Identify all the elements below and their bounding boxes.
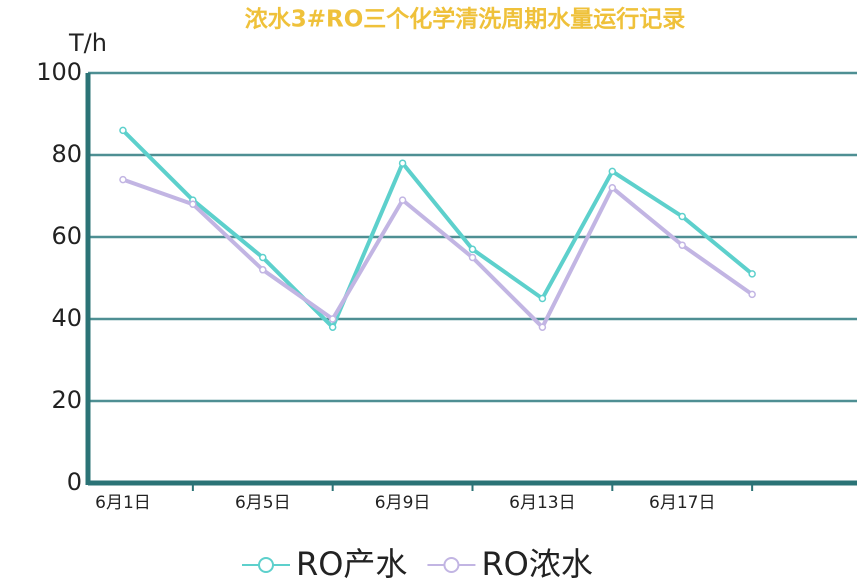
- data-point: [328, 315, 337, 323]
- data-point: [119, 126, 127, 135]
- y-tick-label: 0: [67, 468, 82, 496]
- data-point: [119, 175, 127, 184]
- y-tick-label: 20: [51, 386, 82, 414]
- data-point: [678, 241, 686, 249]
- y-tick-label: 100: [36, 58, 82, 86]
- data-point: [468, 245, 477, 254]
- series-line: [121, 128, 754, 331]
- x-tick-label: 6月1日: [95, 493, 151, 513]
- data-point: [189, 200, 197, 208]
- data-point: [678, 212, 686, 221]
- legend-label: RO产水: [296, 545, 407, 583]
- x-tick-label: 6月17日: [649, 493, 715, 513]
- legend-symbol: [443, 557, 460, 573]
- data-point: [538, 323, 547, 331]
- data-point: [608, 184, 617, 192]
- x-tick-label: 6月5日: [235, 493, 291, 513]
- data-point: [468, 253, 477, 262]
- data-point: [259, 253, 267, 262]
- y-tick-label: 60: [51, 222, 82, 250]
- data-point: [608, 167, 617, 176]
- y-axis-label: T/h: [68, 29, 107, 57]
- y-tick-label: 40: [51, 304, 82, 332]
- data-point: [328, 323, 337, 331]
- chart-title: 浓水3#RO三个化学清洗周期水量运行记录: [245, 6, 686, 33]
- data-point: [748, 290, 756, 299]
- data-point: [748, 270, 756, 278]
- data-point: [538, 294, 547, 303]
- x-tick-label: 6月9日: [375, 493, 431, 513]
- data-point: [259, 266, 267, 274]
- legend-label: RO浓水: [481, 545, 592, 583]
- data-point: [398, 159, 407, 167]
- data-point: [398, 196, 407, 204]
- x-tick-label: 6月13日: [509, 493, 575, 513]
- series-line: [122, 177, 754, 331]
- legend-symbol: [258, 557, 274, 573]
- y-tick-label: 80: [51, 140, 82, 168]
